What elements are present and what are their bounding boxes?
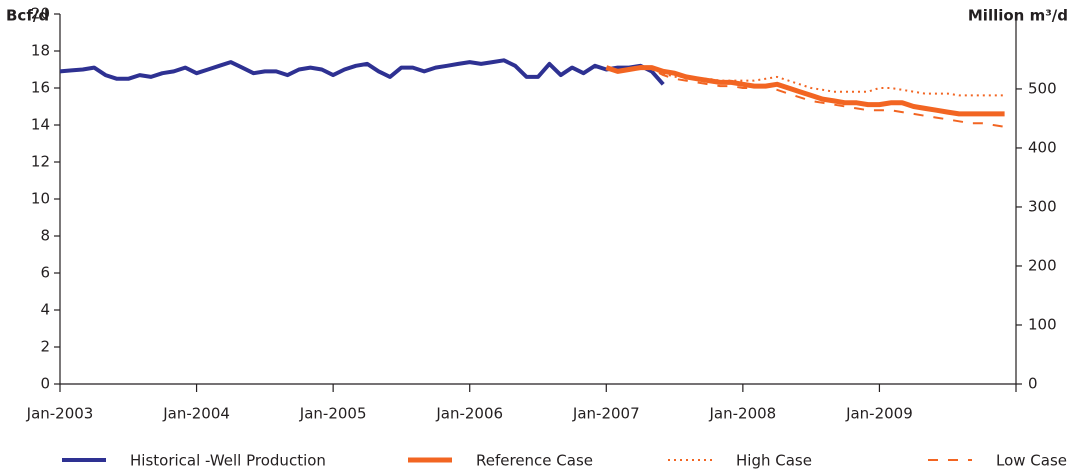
y-tick-label: 10 bbox=[31, 190, 50, 208]
y2-tick-label: 300 bbox=[1028, 197, 1057, 215]
y-tick-label: 8 bbox=[40, 227, 50, 245]
y-tick-label: 2 bbox=[40, 338, 50, 356]
y-tick-label: 6 bbox=[40, 264, 50, 282]
y2-axis-title: Million m³/d bbox=[968, 7, 1068, 25]
y2-tick-label: 500 bbox=[1028, 79, 1057, 97]
y-tick-label: 14 bbox=[31, 116, 50, 134]
y-axis-title: Bcf/d bbox=[6, 7, 49, 25]
y-tick-label: 0 bbox=[40, 375, 50, 393]
x-tick-label: Jan-2005 bbox=[299, 405, 367, 423]
x-tick-label: Jan-2008 bbox=[708, 405, 776, 423]
series-line bbox=[640, 64, 1005, 128]
y-tick-label: 16 bbox=[31, 79, 50, 97]
x-tick-label: Jan-2009 bbox=[845, 405, 913, 423]
y2-tick-label: 0 bbox=[1028, 375, 1038, 393]
x-tick-label: Jan-2003 bbox=[26, 405, 94, 423]
y-tick-label: 18 bbox=[31, 42, 50, 60]
legend-label: High Case bbox=[736, 452, 812, 470]
y-tick-label: 4 bbox=[40, 301, 50, 319]
x-tick-label: Jan-2007 bbox=[572, 405, 640, 423]
legend-label: Historical -Well Production bbox=[130, 452, 326, 470]
x-tick-label: Jan-2004 bbox=[162, 405, 230, 423]
y2-tick-label: 200 bbox=[1028, 256, 1057, 274]
series-line bbox=[640, 64, 1005, 97]
y-tick-label: 20 bbox=[31, 5, 50, 23]
series-line bbox=[605, 65, 1005, 117]
series-line bbox=[59, 58, 665, 86]
x-tick-label: Jan-2006 bbox=[435, 405, 503, 423]
y-tick-label: 12 bbox=[31, 153, 50, 171]
y2-tick-label: 100 bbox=[1028, 315, 1057, 333]
legend-label: Reference Case bbox=[476, 452, 593, 470]
legend-label: Low Case bbox=[996, 452, 1067, 470]
y2-tick-label: 400 bbox=[1028, 138, 1057, 156]
